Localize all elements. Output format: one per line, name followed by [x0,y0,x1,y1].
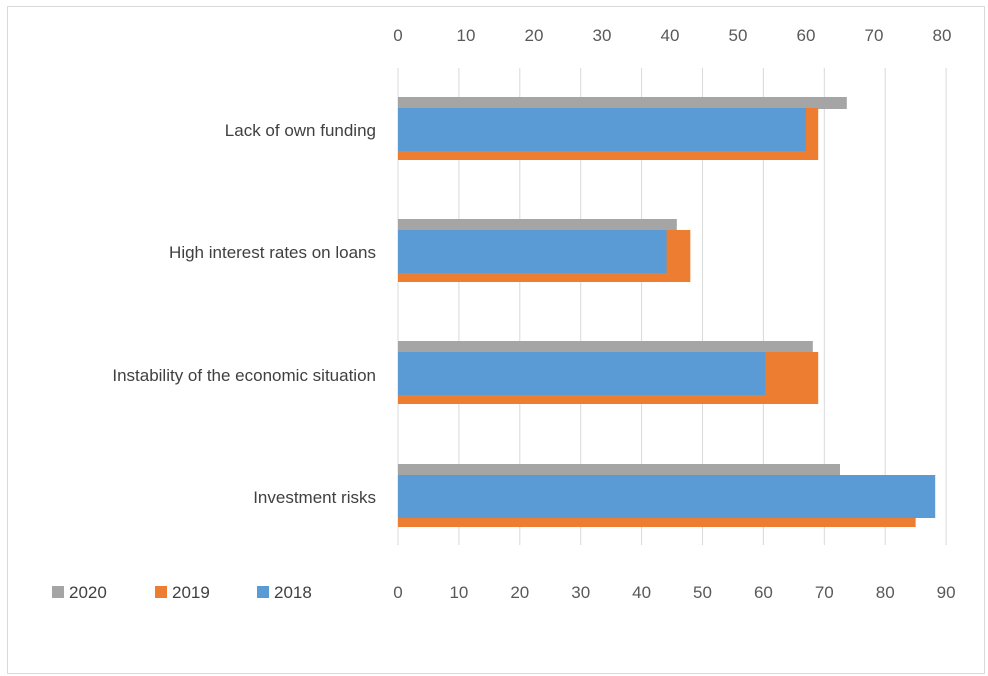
bottom-axis-tick-label: 0 [393,583,402,602]
bar-2020 [398,341,813,353]
bottom-axis-tick-label: 30 [571,583,590,602]
category-label: Instability of the economic situation [112,366,376,385]
top-axis-tick-label: 70 [865,26,884,45]
bottom-axis-tick-label: 60 [754,583,773,602]
bottom-axis-tick-label: 10 [449,583,468,602]
bottom-axis-tick-label: 50 [693,583,712,602]
category-label: Lack of own funding [225,121,376,140]
bar-2020 [398,464,840,476]
bar-2018 [398,230,667,273]
top-axis-tick-label: 0 [393,26,402,45]
top-axis-tick-label: 80 [933,26,952,45]
top-axis-tick-label: 60 [797,26,816,45]
top-axis-tick-label: 50 [729,26,748,45]
bottom-axis-tick-label: 20 [510,583,529,602]
legend-swatch [155,586,167,598]
bottom-axis-tick-label: 70 [815,583,834,602]
legend-swatch [52,586,64,598]
category-label: Investment risks [253,488,376,507]
bottom-axis-tick-label: 80 [876,583,895,602]
legend-swatch [257,586,269,598]
bottom-axis-tick-label: 90 [937,583,956,602]
legend-label: 2018 [274,583,312,602]
bar-2018 [398,352,765,395]
legend-label: 2020 [69,583,107,602]
bottom-axis-tick-label: 40 [632,583,651,602]
category-label: High interest rates on loans [169,243,376,262]
bar-2018 [398,108,806,151]
bar-2020 [398,97,847,109]
top-axis-tick-label: 30 [593,26,612,45]
top-axis-tick-label: 40 [661,26,680,45]
bar-2020 [398,219,677,231]
top-axis-tick-label: 20 [525,26,544,45]
legend-label: 2019 [172,583,210,602]
bar-2018 [398,475,935,518]
top-axis-tick-label: 10 [457,26,476,45]
